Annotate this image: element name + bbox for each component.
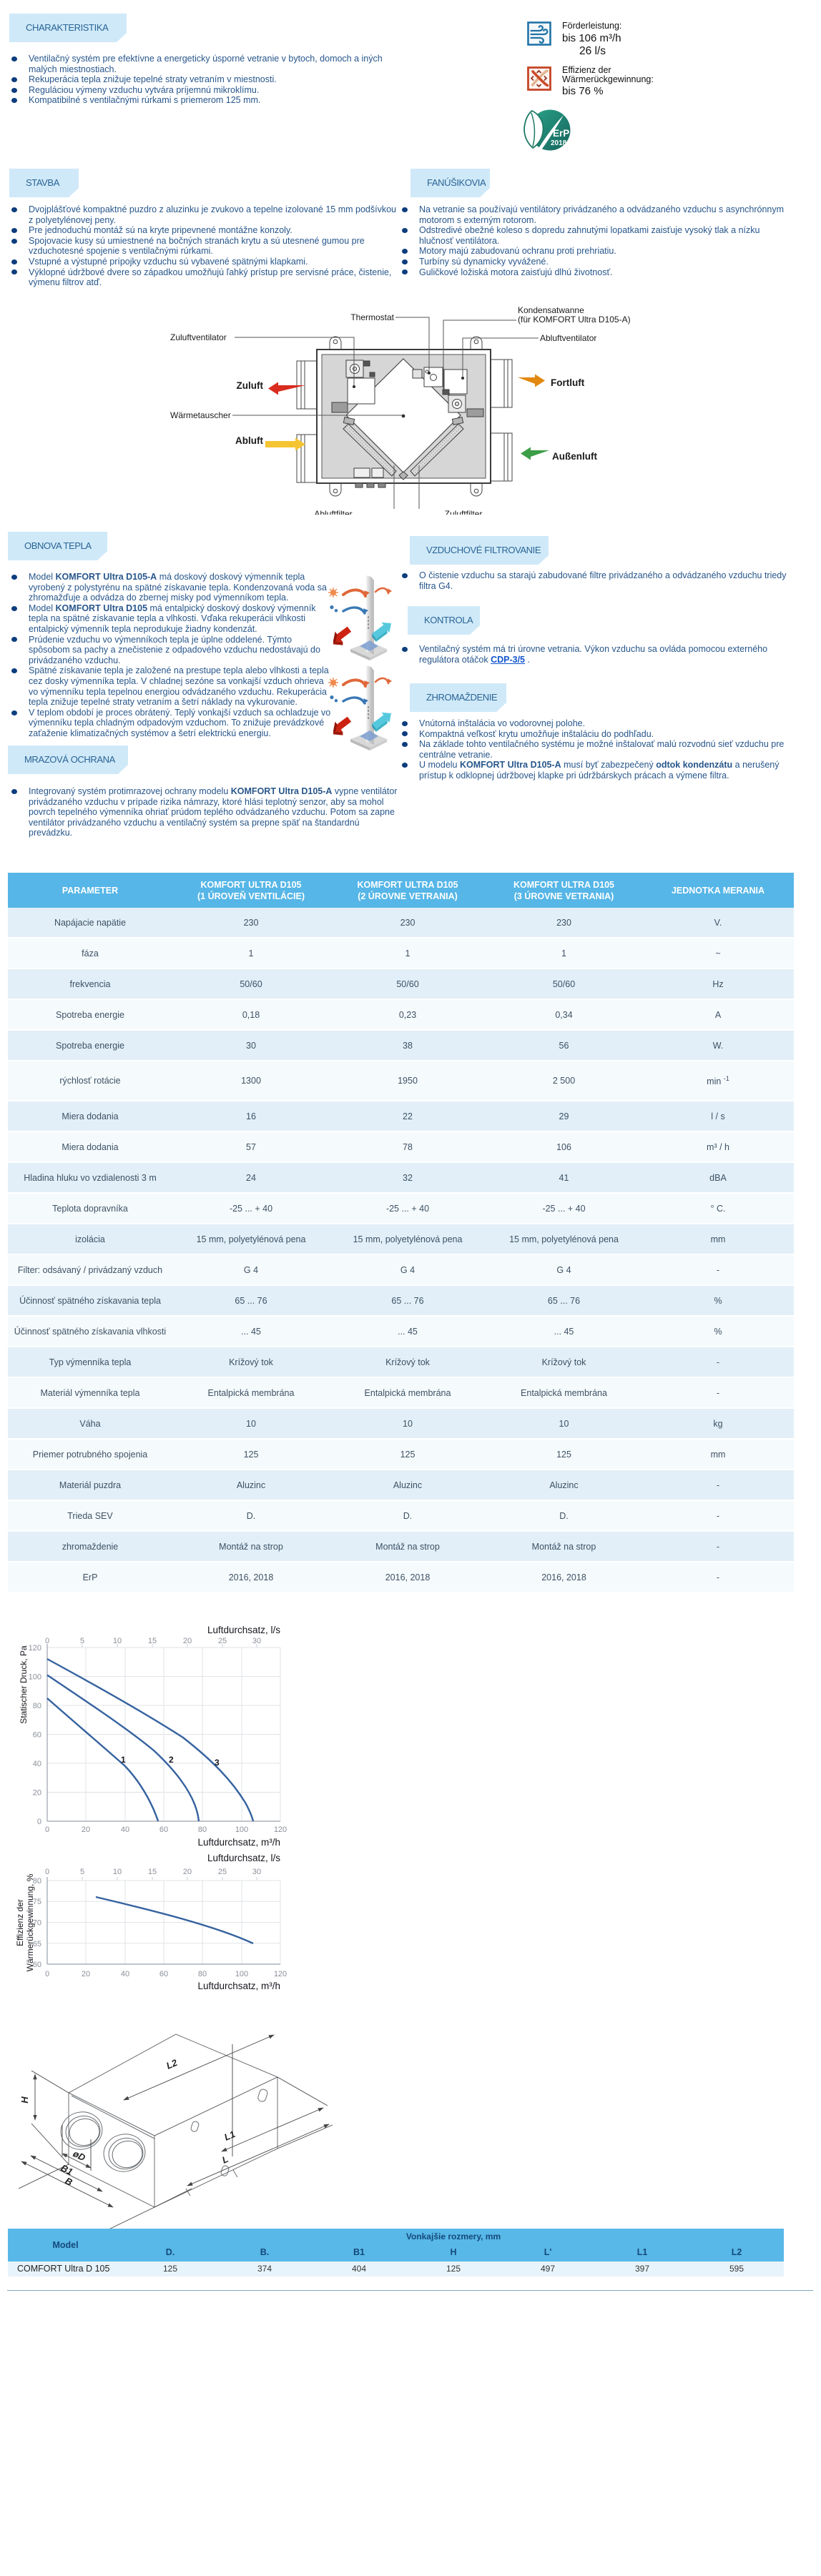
svg-text:60: 60 — [159, 1826, 168, 1834]
svg-text:L2: L2 — [164, 2057, 180, 2071]
svg-text:B: B — [64, 2175, 74, 2188]
svg-text:60: 60 — [33, 1961, 41, 1969]
svg-text:Luftdurchsatz, m³/h: Luftdurchsatz, m³/h — [197, 1981, 280, 1991]
svg-text:10: 10 — [113, 1637, 122, 1645]
svg-text:65: 65 — [33, 1940, 41, 1948]
svg-text:Zuluftventilator: Zuluftventilator — [170, 332, 227, 342]
svg-text:80: 80 — [33, 1877, 41, 1886]
svg-text:Wärmerückgewinnung, %: Wärmerückgewinnung, % — [25, 1873, 35, 1971]
svg-text:Zuluftfilter: Zuluftfilter — [445, 509, 483, 515]
svg-text:30: 30 — [252, 1868, 261, 1876]
svg-text:40: 40 — [121, 1826, 129, 1834]
svg-text:Fortluft: Fortluft — [551, 377, 585, 388]
svg-text:100: 100 — [235, 1826, 248, 1834]
svg-text:Abluftfilter: Abluftfilter — [314, 509, 352, 515]
svg-text:80: 80 — [198, 1826, 207, 1834]
svg-text:Zuluft: Zuluft — [237, 380, 264, 391]
svg-text:0: 0 — [45, 1970, 49, 1978]
svg-text:Luftdurchsatz, m³/h: Luftdurchsatz, m³/h — [197, 1837, 280, 1848]
svg-text:20: 20 — [82, 1826, 90, 1834]
svg-text:0: 0 — [45, 1637, 49, 1645]
svg-text:80: 80 — [33, 1702, 41, 1710]
svg-text:2: 2 — [169, 1755, 174, 1765]
svg-text:120: 120 — [274, 1970, 287, 1978]
svg-text:Effizienz der: Effizienz der — [15, 1899, 25, 1946]
svg-text:70: 70 — [33, 1919, 41, 1928]
svg-text:30: 30 — [252, 1637, 261, 1645]
svg-text:20: 20 — [183, 1637, 192, 1645]
svg-text:1: 1 — [121, 1755, 126, 1765]
svg-text:L1: L1 — [222, 2129, 237, 2143]
svg-text:H: H — [19, 2096, 30, 2104]
svg-text:B1: B1 — [59, 2162, 75, 2177]
svg-text:60: 60 — [159, 1970, 168, 1978]
svg-text:120: 120 — [274, 1826, 287, 1834]
svg-text:Abluft: Abluft — [235, 435, 263, 446]
svg-text:60: 60 — [33, 1731, 41, 1740]
svg-text:20: 20 — [33, 1789, 41, 1798]
svg-text:Luftdurchsatz, l/s: Luftdurchsatz, l/s — [207, 1853, 280, 1863]
svg-text:80: 80 — [198, 1970, 207, 1978]
svg-text:100: 100 — [235, 1970, 248, 1978]
svg-text:Abluftventilator: Abluftventilator — [540, 333, 596, 343]
svg-text:Statischer Druck, Pa: Statischer Druck, Pa — [19, 1645, 29, 1724]
svg-text:120: 120 — [29, 1644, 41, 1653]
svg-text:25: 25 — [218, 1868, 227, 1876]
svg-text:15: 15 — [148, 1637, 157, 1645]
svg-text:Außenluft: Außenluft — [552, 451, 597, 462]
svg-text:Thermostat: Thermostat — [350, 312, 394, 322]
svg-text:øD: øD — [72, 2148, 88, 2163]
svg-text:Kondensatwanne: Kondensatwanne — [518, 305, 584, 315]
svg-text:10: 10 — [113, 1868, 122, 1876]
svg-text:40: 40 — [121, 1970, 129, 1978]
svg-text:40: 40 — [33, 1760, 41, 1768]
svg-text:20: 20 — [82, 1970, 90, 1978]
svg-text:75: 75 — [33, 1898, 41, 1906]
svg-text:Luftdurchsatz, l/s: Luftdurchsatz, l/s — [207, 1625, 280, 1635]
svg-text:2018: 2018 — [551, 139, 567, 147]
svg-text:0: 0 — [45, 1868, 49, 1876]
svg-text:5: 5 — [80, 1637, 84, 1645]
svg-text:(für KOMFORT Ultra D105-A): (für KOMFORT Ultra D105-A) — [518, 314, 631, 325]
svg-text:0: 0 — [45, 1826, 49, 1834]
svg-text:Wärmetauscher: Wärmetauscher — [170, 410, 231, 420]
svg-text:5: 5 — [80, 1868, 84, 1876]
svg-text:20: 20 — [183, 1868, 192, 1876]
svg-text:15: 15 — [148, 1868, 157, 1876]
svg-text:3: 3 — [215, 1758, 220, 1768]
svg-text:100: 100 — [29, 1673, 41, 1682]
svg-text:25: 25 — [218, 1637, 227, 1645]
svg-text:ErP: ErP — [553, 128, 569, 139]
svg-text:0: 0 — [37, 1818, 41, 1826]
